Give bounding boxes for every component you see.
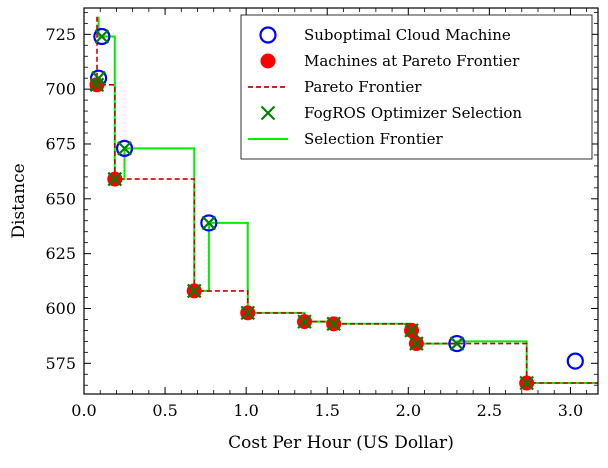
suboptimal-machine-point — [566, 352, 584, 370]
optimizer-selection-point — [186, 283, 202, 299]
legend-marker — [260, 53, 276, 69]
y-tick-label: 575 — [45, 354, 76, 373]
legend-label: Selection Frontier — [304, 130, 443, 148]
legend-marker — [260, 105, 276, 121]
legend-label: Machines at Pareto Frontier — [304, 52, 520, 70]
x-tick-label: 0.5 — [152, 401, 177, 420]
optimizer-selection-point-stroke — [297, 314, 312, 329]
optimizer-selection-point — [404, 323, 419, 338]
tick-labels: 0.0 0.5 1.0 1.5 2.0 2.5 3.0 575 600 625 650 675 700 7… — [45, 25, 583, 420]
y-tick-label: 675 — [45, 134, 76, 153]
optimizer-selection-point-stroke — [94, 29, 110, 44]
y-tick-label: 625 — [45, 244, 76, 263]
optimizer-selection-point — [117, 141, 132, 156]
legend-label: Suboptimal Cloud Machine — [304, 26, 511, 44]
legend-box — [240, 14, 593, 160]
optimizer-selection-point — [409, 336, 424, 351]
optimizer-selection-point-stroke — [117, 141, 132, 156]
optimizer-selection-point — [91, 70, 106, 86]
optimizer-selection-point — [297, 314, 312, 329]
plot-frame — [83, 7, 599, 395]
optimizer-selection-point — [326, 316, 341, 332]
y-tick-label: 725 — [45, 25, 76, 44]
x-tick-label: 2.5 — [477, 401, 502, 420]
legend: Suboptimal Cloud Machine Machines at Pare… — [240, 14, 593, 160]
optimizer-selection-point — [519, 375, 534, 391]
data-markers — [89, 27, 584, 391]
plot-area — [89, 16, 598, 391]
legend-marker-stroke — [260, 105, 276, 121]
suboptimal-machine-point — [93, 27, 111, 46]
optimizer-selection-point-stroke — [404, 323, 419, 338]
suboptimal-machine-point — [448, 334, 466, 353]
x-tick-label: 0.0 — [71, 401, 96, 420]
legend-label: Pareto Frontier — [304, 78, 422, 96]
x-tick-label: 2.0 — [396, 401, 421, 420]
optimizer-selection-point — [201, 215, 217, 231]
optimizer-selection-point-stroke — [449, 336, 465, 351]
optimizer-selection-point-stroke — [326, 316, 341, 332]
optimizer-selection-point-stroke — [91, 70, 106, 86]
optimizer-selection-point — [94, 29, 110, 44]
optimizer-selection-point-stroke — [201, 215, 217, 231]
x-axis-label: Cost Per Hour (US Dollar) — [228, 433, 454, 453]
optimizer-selection-point-stroke — [409, 336, 424, 351]
optimizer-selection-point-stroke — [107, 171, 123, 187]
y-axis-label: Distance — [9, 163, 29, 238]
suboptimal-machine-point — [115, 139, 134, 157]
x-tick-label: 1.0 — [233, 401, 258, 420]
optimizer-selection-point — [107, 171, 123, 187]
x-tick-label: 1.5 — [314, 401, 339, 420]
suboptimal-machine-point — [200, 214, 218, 232]
x-tick-label: 3.0 — [558, 401, 583, 420]
y-tick-label: 700 — [45, 80, 76, 99]
optimizer-selection-point — [240, 305, 256, 321]
y-tick-label: 600 — [45, 299, 76, 318]
legend-label: FogROS Optimizer Selection — [304, 104, 522, 122]
legend-marker — [259, 26, 277, 44]
optimizer-selection-point-stroke — [519, 375, 534, 391]
y-tick-label: 650 — [45, 189, 76, 208]
optimizer-selection-point — [449, 336, 465, 351]
optimizer-selection-point-stroke — [240, 305, 256, 321]
axis-ticks — [83, 8, 598, 394]
optimizer-selection-point-stroke — [186, 283, 202, 299]
